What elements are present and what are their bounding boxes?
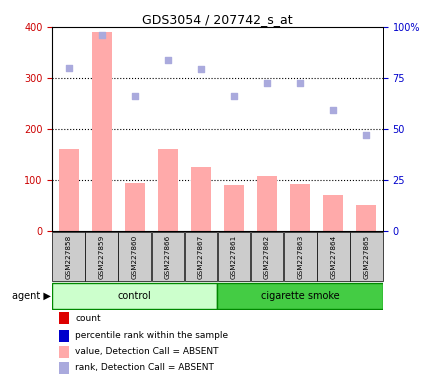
Bar	[256, 176, 276, 231]
Point	[197, 66, 204, 72]
Bar	[224, 185, 243, 231]
Point	[362, 132, 369, 138]
Text: GSM227860: GSM227860	[132, 235, 138, 279]
FancyBboxPatch shape	[217, 283, 382, 309]
Bar	[59, 329, 69, 342]
Text: GSM227861: GSM227861	[230, 235, 237, 279]
Point	[131, 93, 138, 99]
Text: GSM227859: GSM227859	[99, 235, 105, 279]
Text: cigarette smoke: cigarette smoke	[260, 291, 339, 301]
Bar	[355, 205, 375, 231]
Text: agent ▶: agent ▶	[12, 291, 50, 301]
Bar	[59, 362, 69, 374]
Text: GSM227867: GSM227867	[197, 235, 204, 279]
Text: GSM227866: GSM227866	[164, 235, 171, 279]
Point	[164, 57, 171, 63]
FancyBboxPatch shape	[316, 232, 349, 281]
FancyBboxPatch shape	[151, 232, 184, 281]
Text: GSM227864: GSM227864	[329, 235, 335, 279]
Bar	[289, 184, 309, 231]
Bar	[191, 167, 210, 231]
Point	[98, 31, 105, 38]
FancyBboxPatch shape	[250, 232, 283, 281]
Bar	[158, 149, 178, 231]
FancyBboxPatch shape	[52, 283, 217, 309]
FancyBboxPatch shape	[217, 232, 250, 281]
Point	[230, 93, 237, 99]
Title: GDS3054 / 207742_s_at: GDS3054 / 207742_s_at	[142, 13, 292, 26]
FancyBboxPatch shape	[283, 232, 316, 281]
Text: percentile rank within the sample: percentile rank within the sample	[75, 331, 228, 340]
Text: GSM227858: GSM227858	[66, 235, 72, 279]
Text: GSM227863: GSM227863	[296, 235, 302, 279]
FancyBboxPatch shape	[349, 232, 382, 281]
Text: count: count	[75, 314, 101, 323]
Point	[329, 106, 336, 113]
Point	[296, 79, 303, 86]
Bar	[59, 149, 79, 231]
Text: value, Detection Call = ABSENT: value, Detection Call = ABSENT	[75, 347, 218, 356]
Text: control: control	[118, 291, 151, 301]
Point	[65, 65, 72, 71]
Text: rank, Detection Call = ABSENT: rank, Detection Call = ABSENT	[75, 363, 214, 372]
Text: GSM227862: GSM227862	[263, 235, 270, 279]
FancyBboxPatch shape	[118, 232, 151, 281]
FancyBboxPatch shape	[184, 232, 217, 281]
Bar	[59, 346, 69, 358]
Bar	[92, 32, 112, 231]
FancyBboxPatch shape	[85, 232, 118, 281]
FancyBboxPatch shape	[52, 232, 85, 281]
Bar	[322, 195, 342, 231]
Bar	[125, 182, 145, 231]
Text: GSM227865: GSM227865	[362, 235, 368, 279]
Bar	[59, 312, 69, 324]
Point	[263, 79, 270, 86]
